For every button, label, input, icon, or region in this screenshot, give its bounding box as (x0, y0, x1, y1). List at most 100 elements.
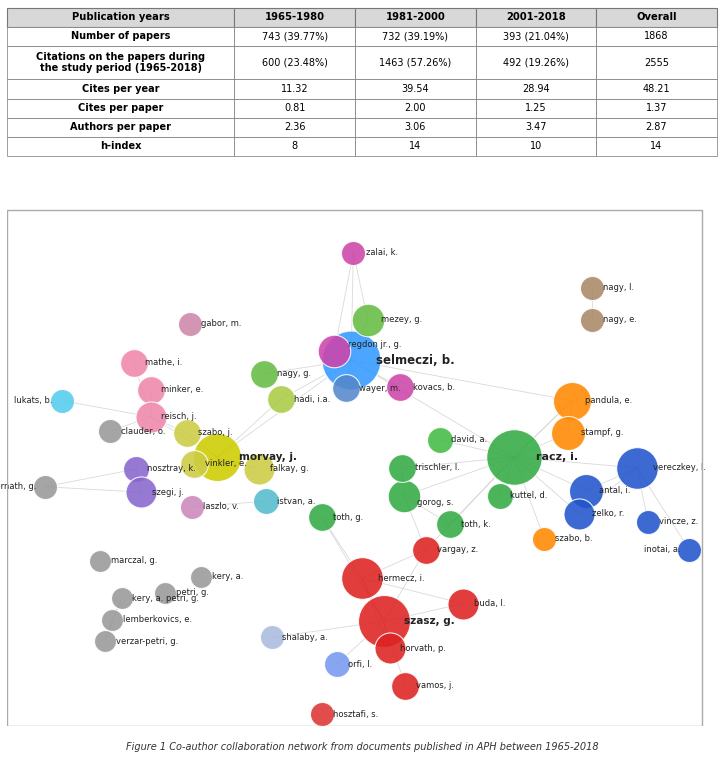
Point (99, 635, 111, 647)
Point (316, 709, 328, 721)
Text: gorog, s.: gorog, s. (417, 498, 454, 507)
Point (135, 486, 147, 498)
Text: orfi, l.: orfi, l. (348, 660, 371, 669)
Text: clauder, o.: clauder, o. (121, 427, 165, 436)
Point (340, 382, 352, 394)
Point (573, 508, 585, 520)
Text: wayer, m.: wayer, m. (359, 384, 401, 393)
Point (329, 345, 340, 357)
Text: hadi, i.a.: hadi, i.a. (294, 394, 330, 404)
Point (145, 384, 156, 396)
Point (56, 394, 67, 407)
Point (566, 394, 578, 407)
Text: nosztray, k.: nosztray, k. (147, 464, 196, 473)
Point (345, 354, 357, 366)
Point (39, 480, 51, 493)
Point (195, 571, 207, 583)
Text: mezey, g.: mezey, g. (381, 316, 422, 324)
Text: szabo, b.: szabo, b. (555, 535, 593, 544)
Text: inotai, a.: inotai, a. (644, 545, 681, 555)
Text: falkay, g.: falkay, g. (270, 464, 308, 473)
Point (398, 489, 410, 502)
Point (494, 489, 505, 502)
Text: kuttel, d.: kuttel, d. (510, 492, 548, 500)
Text: racz, i.: racz, i. (536, 452, 578, 462)
Text: david, a.: david, a. (451, 435, 487, 444)
Point (420, 544, 432, 556)
Point (181, 427, 193, 439)
Point (362, 314, 374, 326)
Text: szegi, j.: szegi, j. (152, 488, 184, 496)
Text: kery, a. petri, g.: kery, a. petri, g. (132, 594, 200, 603)
Text: vincze, z.: vincze, z. (659, 517, 698, 526)
Text: zalai, k.: zalai, k. (366, 248, 398, 257)
Text: hermecz, i.: hermecz, i. (378, 574, 424, 583)
Point (104, 425, 116, 437)
Point (384, 642, 395, 654)
Text: reisch, j.: reisch, j. (161, 412, 197, 421)
Text: mathe, i.: mathe, i. (145, 358, 182, 368)
Text: nagy, e.: nagy, e. (603, 316, 637, 324)
Point (394, 381, 405, 393)
Point (253, 463, 265, 475)
Text: szasz, g.: szasz, g. (404, 617, 455, 627)
Text: kovacs, b.: kovacs, b. (413, 383, 455, 391)
Text: toth, g.: toth, g. (333, 513, 363, 522)
Text: Figure 1 Co-author collaboration network from documents published in APH between: Figure 1 Co-author collaboration network… (126, 742, 598, 752)
Text: vamos, j.: vamos, j. (416, 682, 454, 690)
Text: kery, a.: kery, a. (212, 572, 243, 581)
Point (130, 463, 142, 475)
Text: selmeczi, b.: selmeczi, b. (376, 354, 455, 367)
Text: toth, k.: toth, k. (461, 520, 491, 529)
Point (642, 516, 654, 528)
Point (145, 411, 156, 423)
Point (586, 281, 598, 293)
Point (458, 597, 469, 610)
Text: szabo, j.: szabo, j. (198, 428, 232, 437)
Text: petri, g.: petri, g. (176, 588, 209, 597)
Text: marczal, g.: marczal, g. (111, 556, 157, 565)
Point (378, 615, 390, 627)
Point (348, 247, 359, 259)
Text: nagy, l.: nagy, l. (603, 283, 634, 292)
Text: minker, e.: minker, e. (161, 385, 204, 394)
Text: vereczkey, l.: vereczkey, l. (653, 463, 706, 473)
Text: lukats, b.: lukats, b. (14, 396, 53, 405)
Point (400, 679, 411, 692)
Text: laszlo, v.: laszlo, v. (203, 502, 239, 511)
Point (188, 457, 200, 470)
Point (586, 314, 598, 326)
Point (396, 462, 408, 474)
Text: verzar-petri, g.: verzar-petri, g. (116, 637, 178, 646)
Point (683, 544, 695, 556)
Point (261, 495, 272, 507)
Point (581, 484, 592, 496)
Text: regdon jr., g.: regdon jr., g. (348, 339, 401, 349)
Text: vinkler, e.: vinkler, e. (205, 459, 247, 468)
Text: bernath, g.: bernath, g. (0, 483, 36, 491)
Point (508, 451, 520, 463)
Text: trischler, l.: trischler, l. (415, 463, 460, 473)
Text: morvay, j.: morvay, j. (239, 452, 297, 462)
Point (94, 555, 106, 567)
Text: zelko, r.: zelko, r. (592, 509, 625, 518)
Point (434, 434, 446, 446)
Text: horvath, p.: horvath, p. (400, 643, 447, 653)
Point (159, 587, 171, 599)
Text: gabor, m.: gabor, m. (201, 319, 241, 328)
Point (356, 572, 368, 584)
Point (128, 357, 140, 369)
Point (445, 519, 456, 531)
Point (106, 614, 118, 626)
Point (258, 368, 270, 380)
Point (184, 318, 195, 330)
Point (116, 592, 127, 604)
Text: vargay, z.: vargay, z. (437, 545, 478, 555)
Text: istvan, a.: istvan, a. (277, 497, 316, 506)
Text: lemberkovics, e.: lemberkovics, e. (123, 615, 192, 624)
Text: buda, l.: buda, l. (474, 599, 506, 608)
Text: pandula, e.: pandula, e. (585, 396, 632, 405)
Text: antal, i.: antal, i. (599, 486, 631, 495)
Point (275, 393, 287, 405)
Point (331, 658, 342, 670)
